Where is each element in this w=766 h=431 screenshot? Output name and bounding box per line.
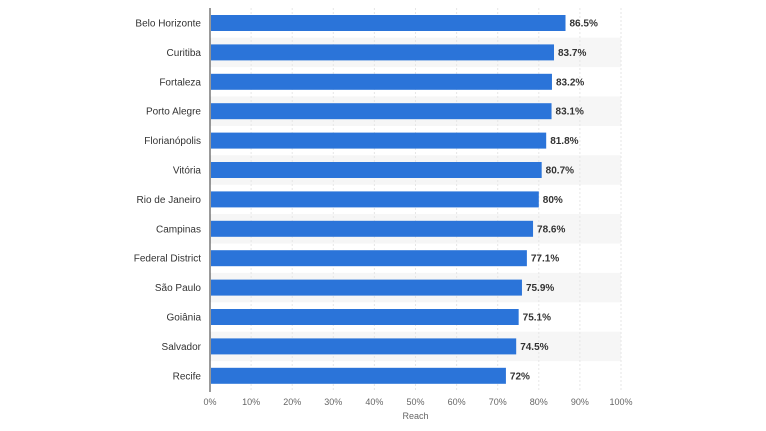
category-label: Recife (173, 371, 202, 382)
category-label: Porto Alegre (146, 107, 201, 118)
x-tick-label: 100% (609, 397, 632, 407)
bar-vit-ria (211, 162, 542, 178)
value-label: 83.7% (558, 48, 586, 59)
x-tick-label: 80% (530, 397, 548, 407)
category-label: São Paulo (155, 283, 202, 294)
bar-federal-district (211, 250, 527, 267)
category-label: Vitória (173, 166, 202, 177)
bar-goi-nia (211, 309, 519, 325)
bar-florian-polis (211, 132, 547, 149)
x-tick-label: 20% (283, 397, 301, 407)
bar-s-o-paulo (211, 279, 522, 296)
value-label: 78.6% (537, 224, 565, 235)
category-label: Federal District (134, 254, 201, 265)
category-label: Fortaleza (159, 77, 201, 88)
value-label: 81.8% (550, 136, 578, 147)
bar-recife (211, 367, 506, 384)
value-label: 83.1% (556, 107, 584, 118)
x-tick-label: 60% (448, 397, 466, 407)
bar-rio-de-janeiro (211, 191, 539, 208)
x-axis-title: Reach (402, 411, 428, 421)
category-label: Goiânia (167, 313, 202, 324)
value-label: 80.7% (546, 166, 574, 177)
value-label: 86.5% (570, 19, 598, 30)
category-label: Salvador (162, 342, 202, 353)
value-label: 80% (543, 195, 563, 206)
value-label: 74.5% (520, 342, 548, 353)
value-label: 75.1% (523, 313, 551, 324)
category-label: Belo Horizonte (135, 19, 201, 30)
bar-fortaleza (211, 73, 552, 90)
category-label: Curitiba (167, 48, 202, 59)
category-label: Rio de Janeiro (137, 195, 202, 206)
category-label: Campinas (156, 224, 201, 235)
x-tick-label: 10% (242, 397, 260, 407)
x-tick-label: 0% (203, 397, 216, 407)
x-tick-label: 50% (406, 397, 424, 407)
x-tick-label: 40% (365, 397, 383, 407)
value-label: 72% (510, 371, 530, 382)
bar-porto-alegre (211, 103, 552, 120)
value-label: 83.2% (556, 77, 584, 88)
x-tick-label: 70% (489, 397, 507, 407)
x-tick-label: 30% (324, 397, 342, 407)
category-label: Florianópolis (144, 136, 201, 147)
bars (211, 15, 566, 384)
x-tick-label: 90% (571, 397, 589, 407)
bar-curitiba (211, 44, 555, 61)
value-label: 75.9% (526, 283, 554, 294)
bar-belo-horizonte (211, 15, 566, 31)
labels: Belo Horizonte 86.5% Curitiba 83.7% Fortalez… (134, 19, 633, 408)
bar-salvador (211, 338, 517, 355)
bar-campinas (211, 220, 534, 237)
value-label: 77.1% (531, 254, 559, 265)
